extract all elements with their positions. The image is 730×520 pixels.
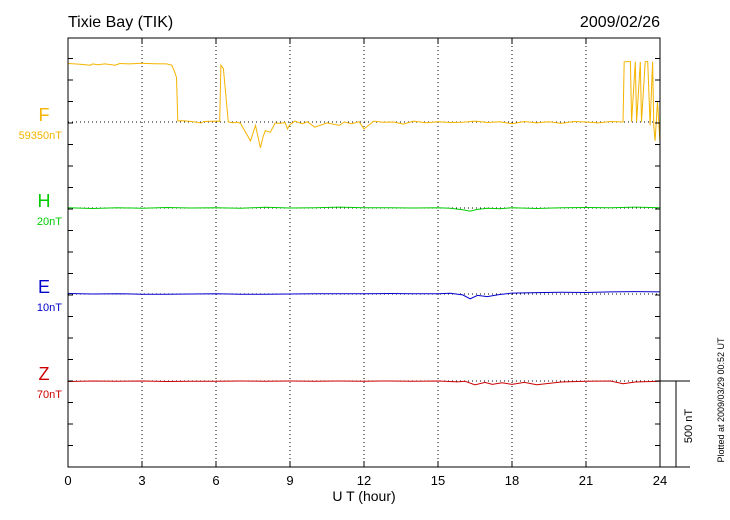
x-tick-label: 9	[286, 473, 293, 488]
x-tick-label: 12	[357, 473, 371, 488]
series-name-z: Z	[39, 364, 50, 384]
series-baseline-value-z: 70nT	[37, 389, 62, 401]
x-ticks: 0 3 6 9 12 15 18 21 24	[64, 38, 667, 488]
x-tick-label: 3	[138, 473, 145, 488]
x-axis-label: U T (hour)	[332, 488, 395, 504]
series-baseline-value-e: 10nT	[37, 302, 62, 314]
series-baseline-value-h: 20nT	[37, 216, 62, 228]
x-tick-label: 18	[505, 473, 519, 488]
series-line-h	[67, 206, 661, 212]
series-labels: F 59350nT H 20nT E 10nT Z 70nT	[19, 105, 63, 401]
scale-bar: 500 nT	[660, 380, 695, 468]
x-tick-label: 6	[212, 473, 219, 488]
series-name-h: H	[38, 191, 51, 211]
series-lines	[67, 60, 661, 386]
x-tick-label: 15	[431, 473, 445, 488]
series-line-e	[67, 291, 661, 300]
series-name-e: E	[38, 277, 50, 297]
series-baseline-value-f: 59350nT	[19, 130, 63, 142]
series-line-z	[67, 380, 661, 386]
chart-title: Tixie Bay (TIK)	[68, 14, 173, 31]
y-ticks	[68, 58, 660, 446]
x-tick-label: 21	[579, 473, 593, 488]
plotted-note: Plotted at 2009/03/29 00:52 UT	[716, 337, 726, 463]
chart-date: 2009/02/26	[580, 14, 660, 31]
x-tick-label: 0	[64, 473, 71, 488]
series-name-f: F	[39, 105, 50, 125]
scale-bar-label: 500 nT	[683, 409, 695, 444]
series-line-f	[67, 60, 661, 148]
x-tick-label: 24	[653, 473, 667, 488]
